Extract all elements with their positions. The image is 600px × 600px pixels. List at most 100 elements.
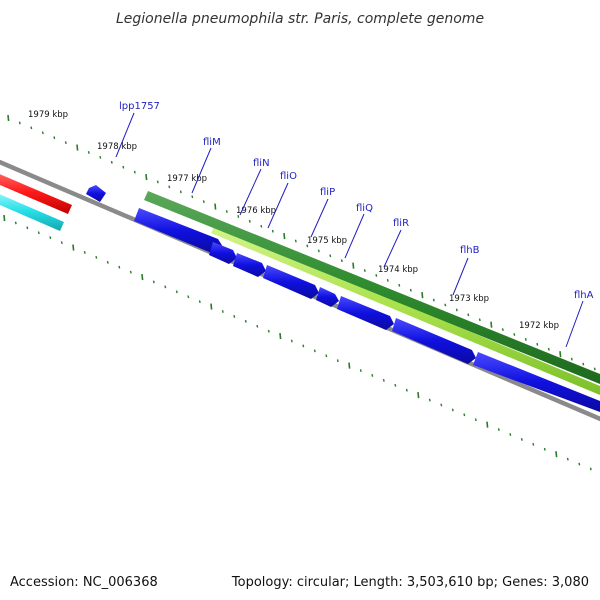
cds-track: [86, 185, 600, 412]
inner-ring-tick: [187, 295, 190, 299]
outer-ring-tick: [559, 351, 562, 358]
feature-track-cyan: [0, 194, 64, 231]
cds-flin: [209, 242, 237, 264]
inner-ring-tick: [509, 433, 512, 436]
outer-ring-tick: [214, 203, 217, 210]
outer-ring-tick: [18, 121, 21, 125]
tick-label-1977: 1977 kbp: [167, 174, 207, 184]
cds-flir: [337, 296, 394, 330]
inner-ring-tick: [405, 388, 408, 392]
operon-track-light-green: [211, 225, 600, 395]
outer-ring-tick: [248, 219, 251, 223]
outer-ring-tick: [271, 229, 274, 233]
tick-label-1973: 1973 kbp: [449, 294, 489, 304]
outer-ring-tick: [156, 180, 159, 184]
outer-ring-tick: [536, 342, 539, 346]
inner-ring-tick: [152, 280, 155, 284]
topology-text: Topology: circular; Length: 3,503,610 bp…: [231, 575, 589, 590]
outer-ring-tick: [421, 292, 424, 299]
outer-ring-tick: [524, 338, 527, 341]
tick-label-1975: 1975 kbp: [307, 236, 347, 246]
outer-ring-tick: [41, 131, 44, 135]
outer-ring-tick: [283, 233, 286, 240]
outer-ring-tick: [294, 239, 297, 243]
outer-ring-tick: [317, 249, 320, 253]
inner-ring-tick: [83, 251, 86, 254]
inner-ring-tick: [440, 403, 443, 407]
outer-ring-tick: [375, 274, 378, 277]
outer-ring-tick: [145, 173, 148, 181]
inner-ring-tick: [463, 413, 466, 417]
inner-ring-tick: [417, 392, 420, 399]
inner-ring-tick: [118, 265, 121, 269]
inner-ring-tick: [555, 451, 558, 458]
outer-ring-tick: [237, 214, 240, 218]
outer-ring-tick: [133, 170, 136, 174]
inner-ring-tick: [3, 214, 6, 222]
outer-ring-tick: [478, 318, 481, 322]
inner-ring-tick: [95, 255, 98, 259]
outer-ring-tick: [7, 114, 10, 122]
cds-flhb: [392, 318, 476, 364]
inner-ring-tick: [336, 359, 339, 363]
tick-label-1974: 1974 kbp: [378, 265, 418, 275]
outer-ring-tick: [352, 262, 355, 269]
outer-ring-tick: [409, 288, 412, 292]
tick-label-1979: 1979 kbp: [28, 110, 68, 120]
inner-ring-tick: [210, 303, 213, 310]
inner-ring-tick: [267, 329, 270, 333]
outer-ring-tick: [168, 185, 171, 189]
outer-ring-tick: [570, 357, 573, 361]
inner-ring-tick: [106, 260, 109, 264]
inner-ring-tick: [60, 241, 63, 245]
inner-ring-tick: [290, 339, 293, 343]
outer-ring-tick: [547, 347, 550, 351]
inner-ring-tick: [359, 369, 362, 372]
inner-ring-tick: [382, 378, 385, 382]
cds-flio: [233, 253, 266, 277]
outer-ring-tick: [513, 333, 516, 336]
tick-label-1976: 1976 kbp: [236, 206, 276, 216]
outer-ring-tick: [30, 126, 33, 130]
gene-labels: lpp1757 fliM fliN fliO fliP fliQ fliR fl…: [119, 101, 594, 301]
gene-label-flhb[interactable]: flhB: [460, 245, 480, 256]
gene-label-flir[interactable]: fliR: [393, 218, 409, 229]
outer-ring-tick: [53, 136, 56, 140]
outer-ring-tick: [260, 224, 263, 228]
outer-ring-tick: [110, 160, 113, 164]
inner-ring-tick: [325, 354, 328, 358]
inner-ring-tick: [428, 398, 431, 402]
inner-ring-tick: [520, 438, 523, 441]
inner-ring-tick: [129, 270, 132, 274]
outer-ring-tick: [467, 313, 470, 317]
inner-ring-tick: [566, 457, 569, 461]
accession-text: Accession: NC_006368: [10, 575, 158, 590]
outer-ring-tick: [99, 155, 102, 159]
inner-ring-tick: [164, 285, 167, 289]
outer-ring-tick: [398, 283, 401, 287]
inner-ring-tick: [371, 374, 374, 377]
inner-ring-tick: [497, 428, 500, 431]
gene-label-flin[interactable]: fliN: [253, 158, 270, 169]
operon-track-dark-green: [144, 191, 600, 384]
inner-ring-tick: [141, 273, 144, 281]
inner-ring-tick: [244, 319, 247, 323]
inner-ring-tick: [474, 418, 477, 422]
outer-ring-tick: [329, 254, 332, 258]
gene-label-lpp1757[interactable]: lpp1757: [119, 101, 160, 112]
inner-ring-tick: [532, 442, 535, 446]
gene-label-flio[interactable]: fliO: [280, 171, 297, 182]
cds-flip: [263, 265, 319, 299]
gene-label-flim[interactable]: fliM: [203, 137, 221, 148]
inner-ring-tick: [198, 300, 201, 304]
outer-ring-tick: [501, 328, 504, 331]
outer-ring-tick: [64, 141, 67, 145]
gene-label-flha[interactable]: flhA: [574, 290, 594, 301]
cds-flim: [134, 208, 223, 254]
outer-ring-tick: [76, 144, 79, 151]
inner-tick-ring: [3, 214, 592, 471]
gene-label-fliq[interactable]: fliQ: [356, 203, 373, 214]
outer-ring-tick: [306, 244, 309, 248]
gene-label-flip[interactable]: fliP: [320, 187, 335, 198]
